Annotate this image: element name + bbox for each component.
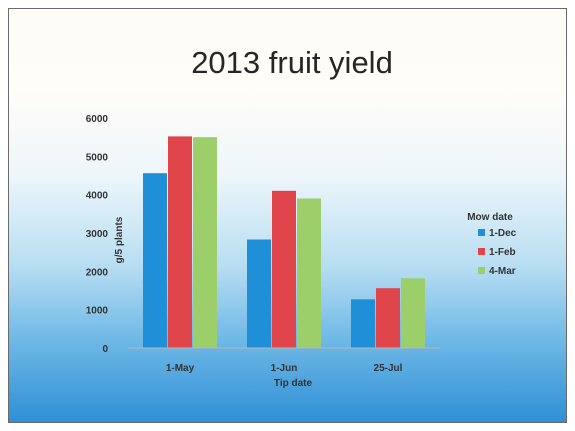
chart-title: 2013 fruit yield xyxy=(191,45,393,80)
y-tick-label: 1000 xyxy=(86,306,109,317)
legend-swatch xyxy=(478,267,485,274)
bar xyxy=(272,190,296,348)
y-tick-label: 6000 xyxy=(86,114,109,125)
x-tick-label: 1-May xyxy=(166,363,195,374)
bar xyxy=(193,137,217,348)
legend-label: 1-Dec xyxy=(489,228,517,239)
y-tick-label: 4000 xyxy=(86,191,109,202)
legend-swatch xyxy=(478,229,485,236)
legend: Mow date 1-Dec 1-Feb 4-Mar xyxy=(467,212,516,277)
bars xyxy=(143,136,425,348)
bar xyxy=(247,239,271,348)
y-axis-ticks: 0 1000 2000 3000 4000 5000 6000 xyxy=(86,114,109,355)
x-tick-label: 1-Jun xyxy=(271,363,298,374)
bar xyxy=(143,173,167,348)
legend-label: 1-Feb xyxy=(489,247,516,258)
legend-label: 4-Mar xyxy=(489,266,516,277)
x-axis-label: Tip date xyxy=(274,378,313,389)
bar xyxy=(376,288,400,348)
y-tick-label: 2000 xyxy=(86,267,109,278)
bar xyxy=(351,299,375,348)
x-tick-label: 25-Jul xyxy=(374,363,403,374)
bar xyxy=(401,278,425,348)
y-tick-label: 0 xyxy=(102,344,108,355)
y-axis-label: g/5 plants xyxy=(114,216,125,263)
legend-title: Mow date xyxy=(467,212,513,223)
legend-swatch xyxy=(478,248,485,255)
y-tick-label: 5000 xyxy=(86,152,109,163)
bar xyxy=(168,136,192,348)
x-axis-ticks: 1-May 1-Jun 25-Jul xyxy=(166,363,403,374)
bar xyxy=(297,198,321,348)
y-tick-label: 3000 xyxy=(86,229,109,240)
